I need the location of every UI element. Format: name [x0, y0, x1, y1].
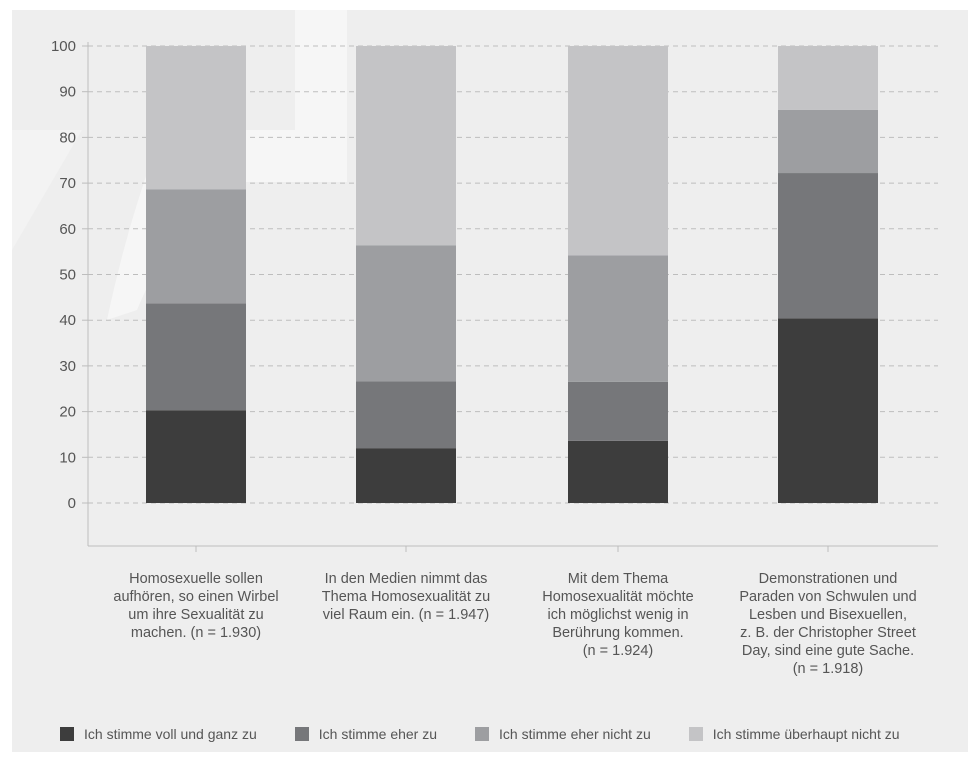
x-category-label: In den Medien nimmt das Thema Homosexual… [321, 571, 491, 623]
legend: Ich stimme voll und ganz zu Ich stimme eh… [60, 726, 900, 742]
bar-segment [356, 245, 456, 382]
y-tick-label: 100 [51, 38, 76, 55]
bar-segment [356, 448, 456, 503]
bar-segment [568, 440, 668, 503]
bar-segment [146, 303, 246, 411]
x-category-label: Mit dem Thema Homosexualität möchte ich … [542, 571, 694, 659]
y-tick-label: 20 [59, 404, 76, 421]
bar-segment [778, 318, 878, 503]
y-tick-label: 80 [59, 129, 76, 146]
bar-segment [778, 173, 878, 319]
y-axis-ticks: 0 10 20 30 40 50 60 70 80 90 100 [51, 38, 88, 512]
gridlines [88, 45, 938, 504]
bar-segment [146, 410, 246, 503]
bar-segment [778, 46, 878, 110]
bars [146, 46, 878, 503]
y-tick-label: 90 [59, 84, 76, 101]
y-tick-label: 30 [59, 358, 76, 375]
legend-item: Ich stimme eher zu [294, 726, 438, 742]
bar-segment [568, 381, 668, 441]
axes [87, 42, 938, 552]
legend-label: Ich stimme voll und ganz zu [84, 726, 257, 742]
legend-item: Ich stimme voll und ganz zu [60, 726, 257, 742]
bar-segment [356, 381, 456, 449]
legend-swatch [688, 727, 703, 741]
y-tick-label: 40 [59, 312, 76, 329]
y-tick-label: 70 [59, 175, 76, 192]
legend-label: Ich stimme überhaupt nicht zu [712, 726, 900, 742]
stacked-bar-chart: 0 10 20 30 40 50 60 70 80 90 100 [51, 38, 938, 552]
legend-label: Ich stimme eher nicht zu [499, 726, 651, 742]
legend-swatch [475, 727, 490, 741]
bar-segment [356, 46, 456, 246]
bar-segment [146, 46, 246, 190]
legend-swatch [60, 727, 74, 741]
legend-label: Ich stimme eher zu [318, 726, 438, 742]
bar-segment [146, 189, 246, 304]
legend-item: Ich stimme eher nicht zu [475, 726, 651, 742]
y-tick-label: 60 [59, 221, 76, 238]
x-category-label: Homosexuelle sollen aufhören, so einen W… [113, 571, 279, 641]
y-tick-label: 0 [68, 495, 76, 512]
bar-segment [568, 255, 668, 382]
chart-panel: 0 10 20 30 40 50 60 70 80 90 100 Homosexuelle soll… [12, 10, 968, 752]
x-category-label: Demonstrationen und Paraden von Schwulen… [739, 571, 917, 677]
bar-segment [568, 46, 668, 256]
legend-swatch [294, 727, 309, 741]
y-tick-label: 10 [59, 449, 76, 466]
legend-item: Ich stimme überhaupt nicht zu [688, 726, 900, 742]
y-tick-label: 50 [59, 267, 76, 284]
bar-segment [778, 109, 878, 174]
